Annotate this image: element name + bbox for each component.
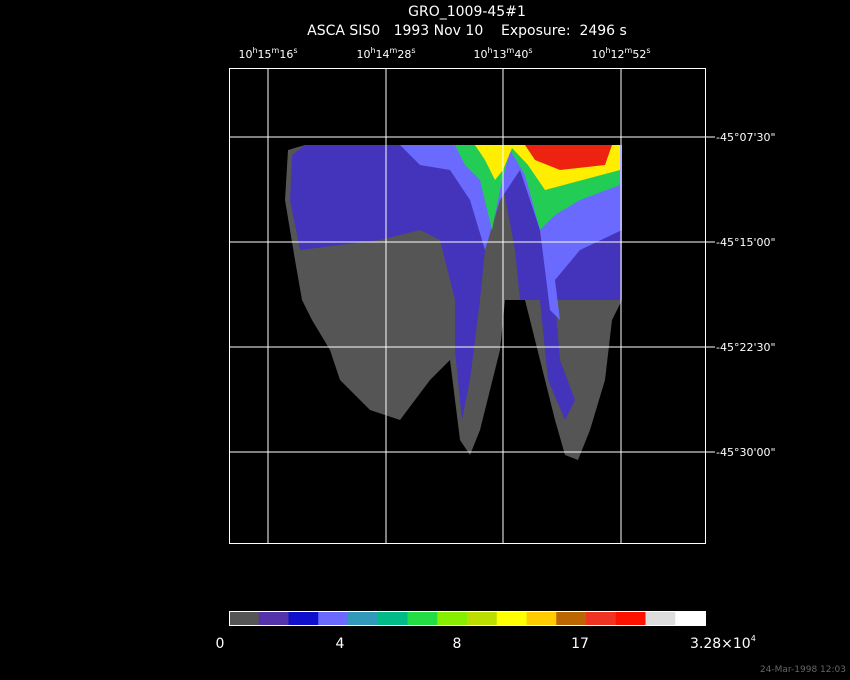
- subtitle: ASCA SIS0 1993 Nov 10 Exposure: 2496 s: [307, 23, 627, 39]
- ra-unit: h: [370, 46, 375, 55]
- colorbar-swatch: [615, 611, 646, 625]
- colorbar-swatch: [645, 611, 676, 625]
- ra-unit: h: [605, 46, 610, 55]
- ra-unit: s: [411, 46, 415, 55]
- dec-label: -45°07'30": [716, 131, 776, 144]
- ra-unit: s: [528, 46, 532, 55]
- dec-labels: -45°07'30" -45°15'00" -45°22'30" -45°30'00": [716, 131, 776, 459]
- ra-value: 16: [279, 48, 293, 61]
- ra-label: 10h13m40s: [473, 46, 532, 61]
- colorbar-frame: [229, 611, 706, 626]
- ra-value: 15: [258, 48, 272, 61]
- colorbar-swatch: [288, 611, 319, 625]
- ra-label: 10h15m16s: [238, 46, 297, 61]
- dec-label: -45°22'30": [716, 341, 776, 354]
- ra-unit: m: [625, 46, 633, 55]
- ra-value: 10: [238, 48, 252, 61]
- colorbar: [229, 611, 706, 626]
- ra-label: 10h14m28s: [356, 46, 415, 61]
- image: [285, 145, 622, 460]
- plot-frame: [229, 68, 706, 544]
- colorbar-swatch: [556, 611, 587, 625]
- red-emission: [525, 145, 612, 170]
- ra-value: 40: [514, 48, 528, 61]
- colorbar-swatch: [229, 611, 260, 625]
- ra-unit: s: [646, 46, 650, 55]
- title: GRO_1009-45#1: [408, 4, 526, 20]
- ra-unit: m: [390, 46, 398, 55]
- colorbar-label: 8: [453, 636, 462, 652]
- colorbar-swatch: [467, 611, 498, 625]
- ra-unit: m: [507, 46, 515, 55]
- dec-label: -45°30'00": [716, 446, 776, 459]
- ra-value: 13: [493, 48, 507, 61]
- colorbar-swatch: [348, 611, 379, 625]
- colorbar-swatch: [526, 611, 557, 625]
- ra-value: 10: [591, 48, 605, 61]
- ra-labels: 10h15m16s 10h14m28s 10h13m40s 10h12m52s: [238, 46, 650, 61]
- colorbar-label: 4: [336, 636, 345, 652]
- ra-unit: m: [272, 46, 280, 55]
- ra-label: 10h12m52s: [591, 46, 650, 61]
- grid: [229, 68, 715, 544]
- colorbar-swatch: [318, 611, 349, 625]
- ra-unit: h: [487, 46, 492, 55]
- ra-value: 10: [473, 48, 487, 61]
- mantissa: 3.28×10: [690, 636, 751, 652]
- colorbar-swatch: [496, 611, 527, 625]
- dec-label: -45°15'00": [716, 236, 776, 249]
- colorbar-swatch: [377, 611, 408, 625]
- colorbar-label: 17: [571, 636, 589, 652]
- colorbar-swatch: [586, 611, 617, 625]
- colorbar-swatch: [407, 611, 438, 625]
- colorbar-swatch: [258, 611, 289, 625]
- ra-unit: s: [293, 46, 297, 55]
- exponent: 4: [751, 634, 756, 643]
- ra-value: 14: [376, 48, 390, 61]
- ra-value: 10: [356, 48, 370, 61]
- colorbar-max-label: 3.28×104: [690, 634, 756, 652]
- colorbar-swatch: [437, 611, 468, 625]
- colorbar-swatch: [675, 611, 706, 625]
- ra-unit: h: [252, 46, 257, 55]
- ra-value: 52: [632, 48, 646, 61]
- timestamp: 24-Mar-1998 12:03: [760, 665, 846, 675]
- colorbar-label: 0: [216, 636, 225, 652]
- ra-value: 12: [611, 48, 625, 61]
- ra-value: 28: [397, 48, 411, 61]
